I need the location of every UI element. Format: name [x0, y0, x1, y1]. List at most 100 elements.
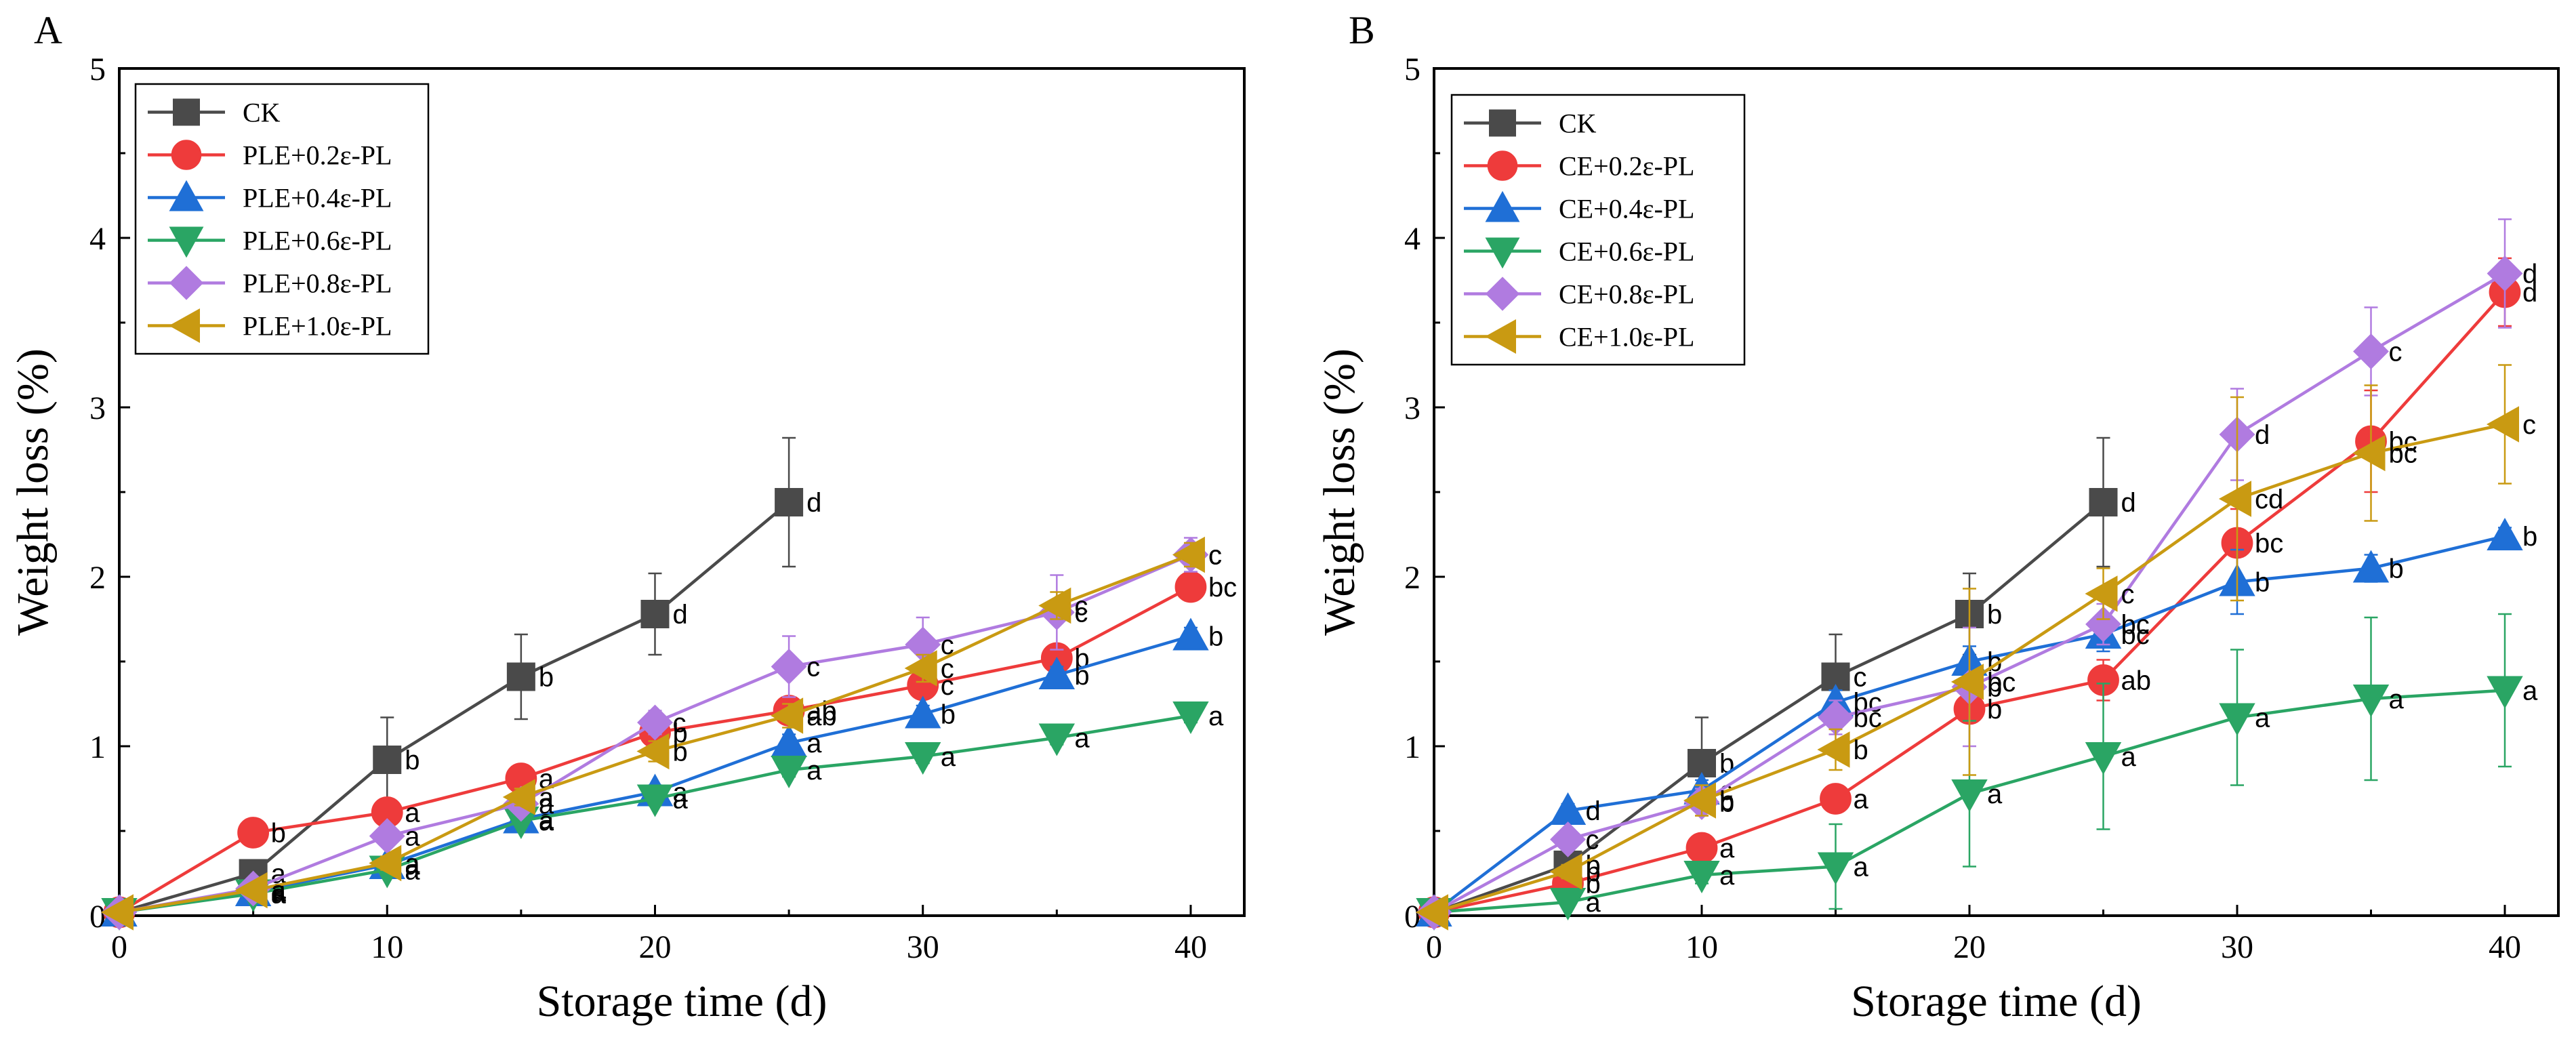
significance-label: c: [1208, 541, 1222, 571]
significance-label: a: [806, 756, 822, 786]
significance-label: d: [2255, 420, 2270, 450]
significance-label: b: [1854, 735, 1868, 765]
x-tick-label: 40: [2489, 929, 2521, 965]
significance-label: a: [941, 742, 956, 772]
significance-label: a: [1208, 701, 1224, 731]
data-point: [2352, 434, 2386, 472]
x-tick-label: 10: [1685, 929, 1718, 965]
significance-label: a: [2255, 704, 2270, 733]
data-point: [1683, 782, 1716, 819]
legend-item: CE+0.8ε-PL: [1464, 277, 1694, 311]
legend-label: CK: [1559, 108, 1597, 139]
legend-marker: [169, 266, 204, 300]
y-tick-label: 4: [89, 221, 106, 257]
significance-label: b: [539, 663, 554, 693]
significance-label: c: [1074, 592, 1088, 622]
legend-label: CE+0.6ε-PL: [1559, 237, 1694, 267]
y-tick-label: 1: [1404, 729, 1420, 765]
x-axis-title: Storage time (d): [537, 977, 827, 1026]
data-point: [1817, 852, 1854, 885]
significance-label: a: [1854, 785, 1869, 815]
significance-label: d: [806, 488, 821, 518]
data-point: [636, 784, 674, 817]
data-point: [1951, 779, 1988, 813]
legend-item: CE+1.0ε-PL: [1464, 319, 1694, 354]
significance-label: c: [2389, 338, 2403, 367]
legend-frame: [134, 83, 430, 355]
significance-label: b: [1987, 647, 2002, 677]
significance-label: b: [1719, 786, 1734, 816]
legend-label: CE+1.0ε-PL: [1559, 322, 1694, 352]
y-tick-label: 3: [89, 390, 106, 426]
legend-item: PLE+0.6ε-PL: [148, 226, 392, 258]
data-point: [237, 817, 270, 849]
legend: CK PLE+0.2ε-PL PLE+0.4ε-PL PLE+0.6ε-PL PLE+0…: [134, 83, 430, 355]
series-line: [119, 501, 790, 914]
x-tick-label: 40: [1174, 929, 1207, 965]
data-point: [1415, 894, 1448, 931]
legend-item: CK: [1464, 108, 1597, 139]
data-point: [2085, 742, 2122, 775]
significance-label: b: [941, 700, 956, 730]
data-point: [636, 733, 670, 770]
data-point: [904, 650, 937, 687]
data-point: [2487, 676, 2523, 709]
legend-label: CE+0.4ε-PL: [1559, 194, 1694, 224]
significance-label: b: [1987, 695, 2002, 725]
significance-label: b: [1586, 870, 1601, 899]
significance-label: a: [1074, 724, 1090, 754]
x-tick-label: 30: [2221, 929, 2253, 965]
legend-label: PLE+1.0ε-PL: [243, 311, 392, 342]
legend-marker: [169, 308, 200, 343]
y-tick-label: 4: [1404, 221, 1420, 257]
significance-label: a: [271, 876, 287, 906]
x-tick-label: 20: [638, 929, 671, 965]
significance-label: c: [2121, 579, 2135, 609]
significance-label: a: [271, 874, 287, 904]
y-tick-label: 3: [1404, 390, 1420, 426]
significance-label: a: [405, 856, 420, 886]
data-point: [905, 695, 941, 729]
significance-label: a: [1586, 888, 1601, 918]
data-point: [2487, 517, 2523, 550]
significance-label: c: [941, 630, 954, 660]
panel-b: 0 10 20 30 40 0 1 2 3 4 5 Storage time (d) Weight lo…: [1315, 8, 2560, 1026]
data-point: [1550, 821, 1586, 857]
significance-label: a: [2389, 685, 2405, 714]
data-point: [771, 649, 807, 685]
significance-label: a: [405, 849, 420, 879]
y-axis-title: Weight loss (%): [8, 348, 58, 636]
significance-label: c: [1586, 826, 1599, 855]
data-point: [1172, 536, 1205, 573]
legend-marker: [1489, 109, 1516, 137]
legend-marker: [169, 226, 204, 258]
significance-label: a: [806, 729, 822, 758]
legend-item: CK: [148, 98, 281, 128]
data-point: [1038, 587, 1071, 624]
significance-label: c: [941, 671, 954, 701]
legend-marker: [1485, 190, 1520, 222]
significance-label: b: [271, 819, 286, 849]
y-axis-title: Weight loss (%): [1315, 348, 1364, 636]
data-point: [2352, 550, 2390, 583]
data-point: [2089, 488, 2118, 516]
data-point: [1038, 723, 1076, 756]
data-point: [771, 756, 807, 789]
panel-letter: B: [1349, 8, 1375, 52]
legend-item: PLE+1.0ε-PL: [148, 308, 392, 343]
legend: CK CE+0.2ε-PL CE+0.4ε-PL CE+0.6ε-PL CE+0.8ε-…: [1450, 94, 1746, 366]
data-point: [2486, 406, 2519, 443]
legend-label: CK: [243, 98, 281, 128]
significance-label: d: [2522, 278, 2537, 308]
legend-marker: [1485, 237, 1520, 269]
data-point: [2353, 333, 2389, 369]
significance-label: b: [1074, 661, 1089, 691]
x-axis-title: Storage time (d): [1851, 977, 2142, 1026]
data-point: [1174, 571, 1207, 603]
significance-label: c: [2522, 410, 2536, 440]
significance-label: a: [539, 805, 554, 835]
significance-label: c: [1208, 541, 1222, 571]
data-point: [1683, 861, 1720, 894]
